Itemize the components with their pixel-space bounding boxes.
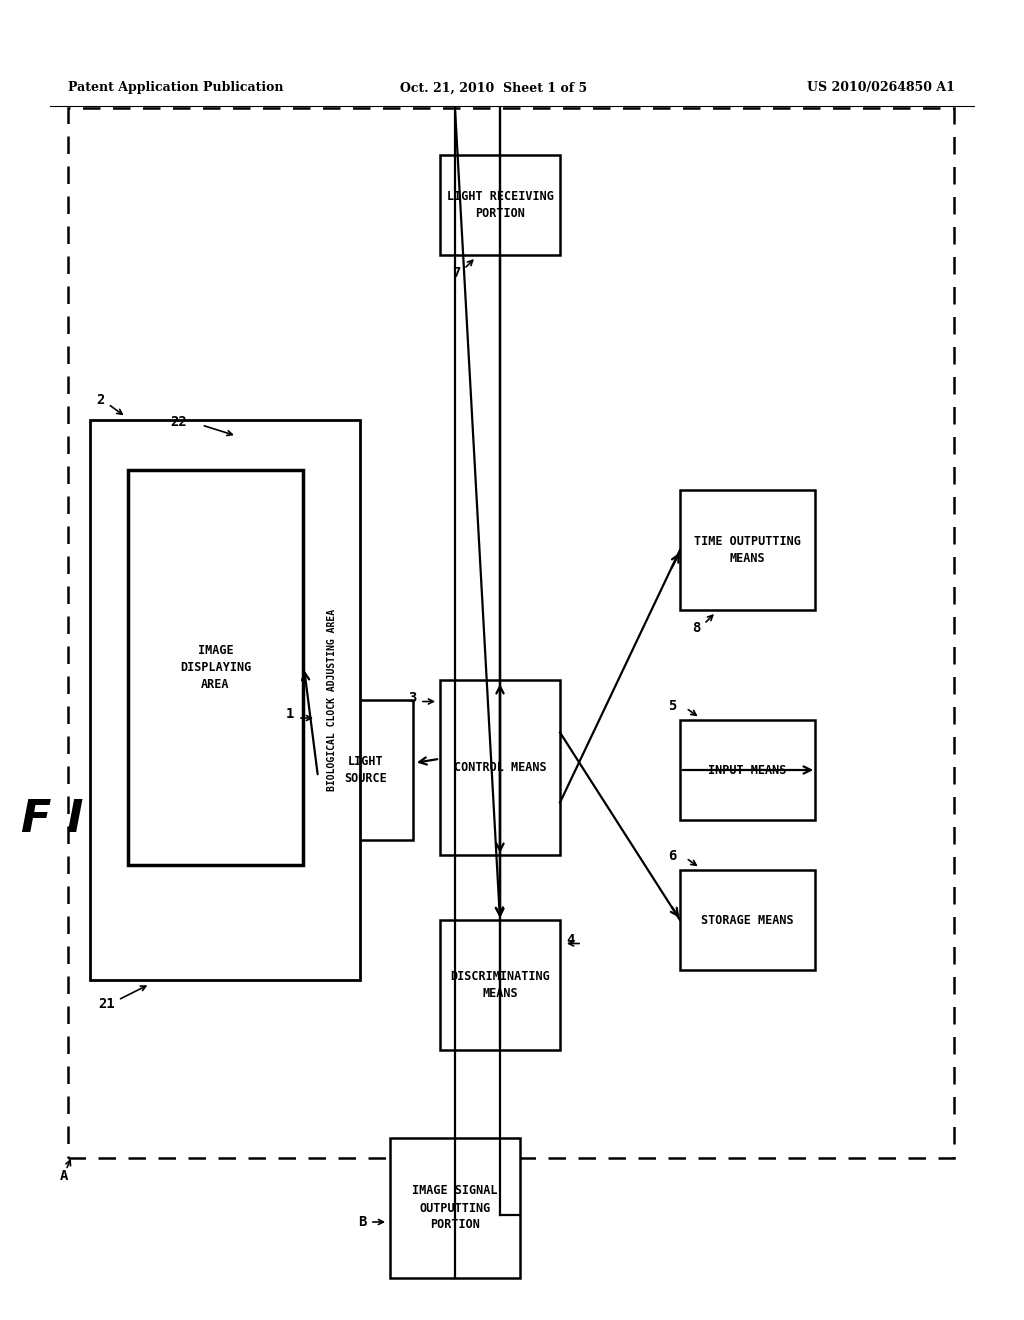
Text: STORAGE MEANS: STORAGE MEANS	[701, 913, 794, 927]
Text: LIGHT
SOURCE: LIGHT SOURCE	[344, 755, 387, 785]
Text: 3: 3	[408, 690, 416, 705]
Bar	[108, 438, 342, 962]
Bar	[318, 700, 413, 840]
Text: Patent Application Publication: Patent Application Publication	[68, 82, 284, 95]
Text: 8: 8	[692, 620, 700, 635]
Text: 22: 22	[170, 414, 186, 429]
Text: INPUT MEANS: INPUT MEANS	[709, 763, 786, 776]
Text: 7: 7	[452, 267, 461, 280]
Text: Oct. 21, 2010  Sheet 1 of 5: Oct. 21, 2010 Sheet 1 of 5	[400, 82, 587, 95]
Text: IMAGE SIGNAL
OUTPUTTING
PORTION: IMAGE SIGNAL OUTPUTTING PORTION	[413, 1184, 498, 1232]
Text: 5: 5	[668, 700, 676, 713]
Text: 1: 1	[286, 708, 294, 721]
Text: IMAGE
DISPLAYING
AREA: IMAGE DISPLAYING AREA	[180, 644, 251, 690]
Text: 2: 2	[96, 393, 104, 407]
Text: DISCRIMINATING
MEANS: DISCRIMINATING MEANS	[451, 970, 550, 1001]
Bar	[68, 108, 954, 1158]
Bar	[680, 490, 815, 610]
Text: BIOLOGICAL CLOCK ADJUSTING AREA: BIOLOGICAL CLOCK ADJUSTING AREA	[327, 609, 337, 791]
Text: 4: 4	[566, 932, 574, 946]
Text: CONTROL MEANS: CONTROL MEANS	[454, 762, 547, 774]
Bar	[680, 870, 815, 970]
Bar	[680, 719, 815, 820]
Bar	[128, 470, 303, 865]
Text: 21: 21	[98, 997, 115, 1011]
Text: TIME OUTPUTTING
MEANS: TIME OUTPUTTING MEANS	[694, 535, 801, 565]
Text: LIGHT RECEIVING
PORTION: LIGHT RECEIVING PORTION	[446, 190, 553, 220]
Text: A: A	[59, 1170, 69, 1183]
Bar	[90, 420, 360, 979]
Text: US 2010/0264850 A1: US 2010/0264850 A1	[807, 82, 955, 95]
Text: F I G . 1: F I G . 1	[22, 799, 215, 842]
Bar	[440, 154, 560, 255]
Bar	[440, 680, 560, 855]
Bar	[390, 1138, 520, 1278]
Text: 6: 6	[668, 849, 676, 863]
Bar	[440, 920, 560, 1049]
Text: B: B	[357, 1214, 367, 1229]
